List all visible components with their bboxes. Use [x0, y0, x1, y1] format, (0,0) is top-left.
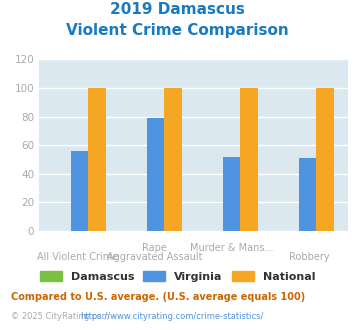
Text: https://www.cityrating.com/crime-statistics/: https://www.cityrating.com/crime-statist… [80, 312, 263, 321]
Text: Aggravated Assault: Aggravated Assault [107, 252, 203, 262]
Text: © 2025 CityRating.com -: © 2025 CityRating.com - [11, 312, 118, 321]
Bar [299, 158, 316, 231]
Bar [88, 88, 105, 231]
Bar [147, 118, 164, 231]
Legend: Damascus, Virginia, National: Damascus, Virginia, National [40, 271, 315, 282]
Text: Violent Crime Comparison: Violent Crime Comparison [66, 23, 289, 38]
Text: Robbery: Robbery [289, 252, 329, 262]
Bar [71, 151, 88, 231]
Text: Compared to U.S. average. (U.S. average equals 100): Compared to U.S. average. (U.S. average … [11, 292, 305, 302]
Bar [164, 88, 182, 231]
Text: Murder & Mans...: Murder & Mans... [190, 243, 274, 252]
Bar [223, 157, 240, 231]
Text: 2019 Damascus: 2019 Damascus [110, 2, 245, 16]
Text: Rape: Rape [142, 243, 167, 252]
Bar [316, 88, 334, 231]
Bar [240, 88, 258, 231]
Text: All Violent Crime: All Violent Crime [37, 252, 118, 262]
